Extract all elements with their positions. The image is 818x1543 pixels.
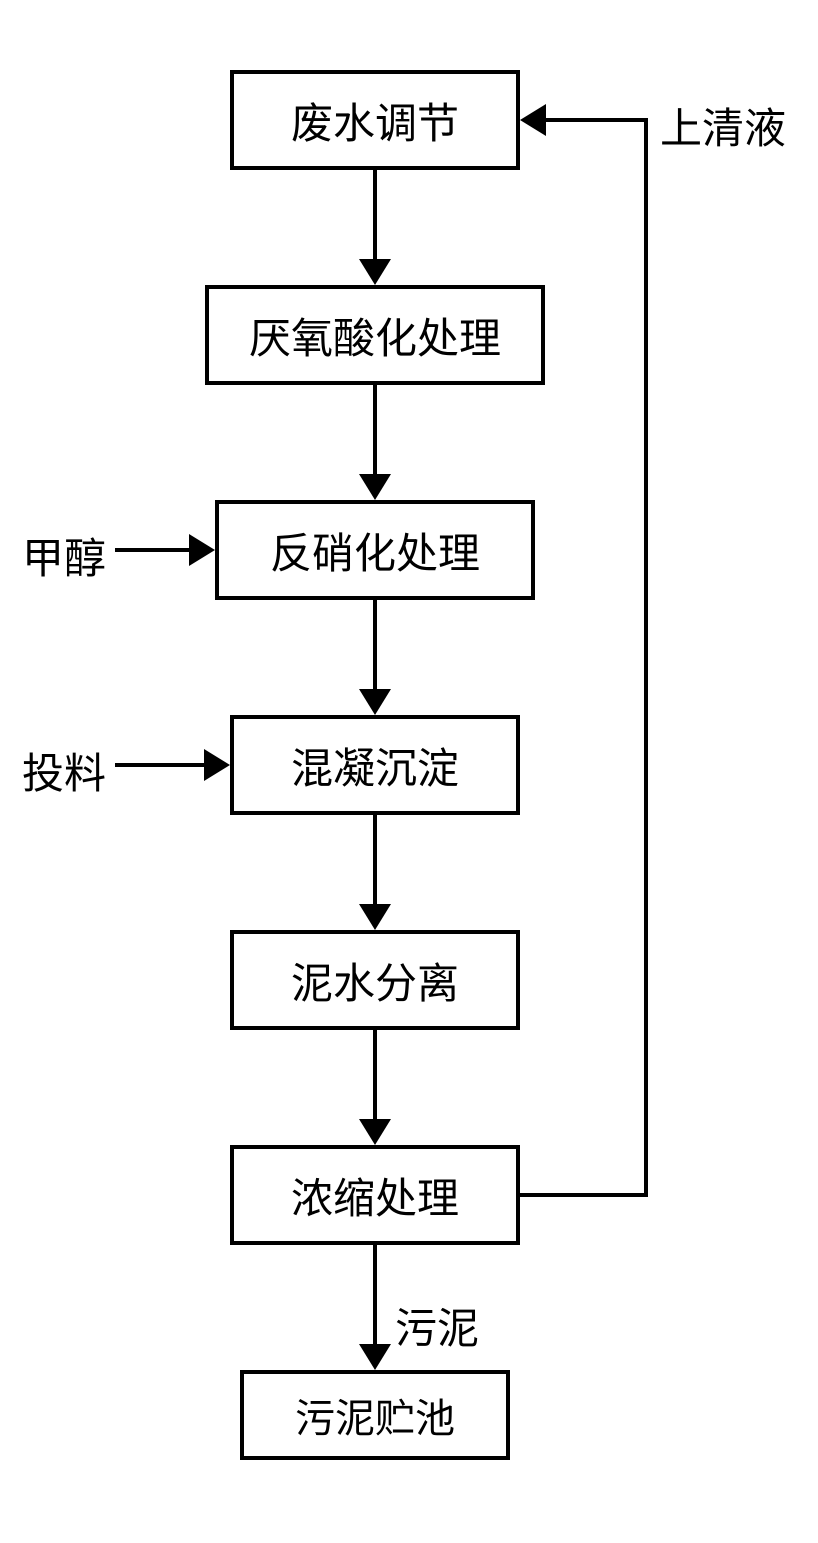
node-concentration-treatment: 浓缩处理 — [230, 1145, 520, 1245]
arrowhead-5-6 — [359, 1119, 391, 1145]
node-label: 混凝沉淀 — [291, 735, 459, 796]
label-supernatant: 上清液 — [660, 95, 786, 156]
label-sludge: 污泥 — [395, 1295, 479, 1356]
node-label: 反硝化处理 — [270, 520, 480, 581]
feedback-h-top — [546, 118, 648, 122]
arrow-1-2 — [373, 170, 377, 260]
arrow-2-3 — [373, 385, 377, 475]
arrowhead-feedback — [520, 104, 546, 136]
arrow-3-4 — [373, 600, 377, 690]
arrow-6-7 — [373, 1245, 377, 1345]
arrowhead-feed — [204, 749, 230, 781]
node-mud-water-separation: 泥水分离 — [230, 930, 520, 1030]
arrow-feed — [115, 763, 205, 767]
arrowhead-1-2 — [359, 259, 391, 285]
node-label: 废水调节 — [291, 90, 459, 151]
node-label: 污泥贮池 — [295, 1386, 455, 1444]
arrowhead-6-7 — [359, 1344, 391, 1370]
arrowhead-2-3 — [359, 474, 391, 500]
node-label: 浓缩处理 — [291, 1165, 459, 1226]
arrowhead-4-5 — [359, 904, 391, 930]
arrowhead-methanol — [189, 534, 215, 566]
arrow-5-6 — [373, 1030, 377, 1120]
feedback-h-bottom — [520, 1193, 648, 1197]
node-label: 泥水分离 — [291, 950, 459, 1011]
label-methanol: 甲醇 — [22, 525, 106, 586]
node-sludge-storage: 污泥贮池 — [240, 1370, 510, 1460]
flowchart-diagram: 废水调节 厌氧酸化处理 反硝化处理 甲醇 混凝沉淀 投料 泥水分离 浓缩处理 — [0, 30, 818, 1513]
node-coagulation-sedimentation: 混凝沉淀 — [230, 715, 520, 815]
arrow-4-5 — [373, 815, 377, 905]
node-denitrification: 反硝化处理 — [215, 500, 535, 600]
node-wastewater-regulation: 废水调节 — [230, 70, 520, 170]
node-anaerobic-acidification: 厌氧酸化处理 — [205, 285, 545, 385]
label-feed: 投料 — [22, 740, 106, 801]
arrow-methanol — [115, 548, 190, 552]
feedback-v-right — [644, 118, 648, 1197]
arrowhead-3-4 — [359, 689, 391, 715]
node-label: 厌氧酸化处理 — [249, 305, 501, 366]
